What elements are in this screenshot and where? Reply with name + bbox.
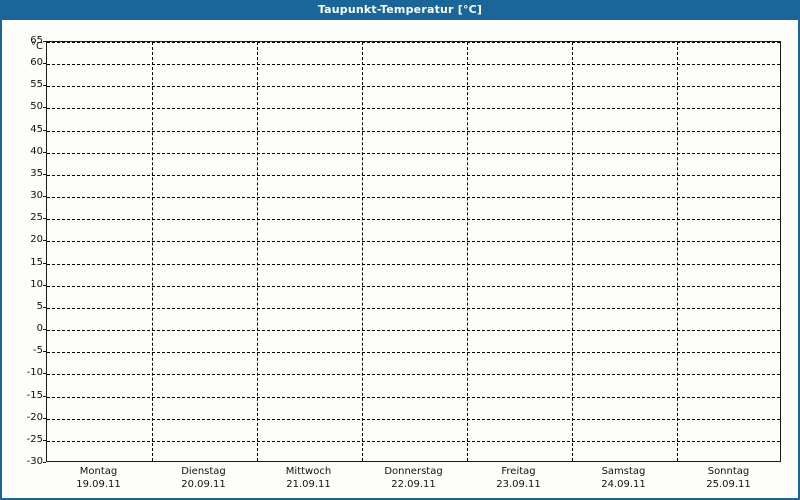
horizontal-gridline (47, 285, 780, 287)
chart-frame: °C 65 60 55 50 45 40 35 30 25 20 15 10 5 0 -5 -10 -15 -20… (0, 20, 800, 500)
y-axis-tick-label: -30 (26, 456, 43, 467)
x-axis-tick-label: Freitag 23.09.11 (459, 465, 579, 492)
y-axis-tick-mark (43, 395, 46, 397)
y-axis-tick-mark (43, 129, 46, 131)
vertical-gridline (152, 42, 153, 461)
y-axis-tick-mark (43, 196, 46, 198)
y-axis-tick-label: 35 (30, 167, 43, 179)
y-axis-tick-mark (43, 107, 46, 109)
y-axis-tick-mark (43, 351, 46, 353)
y-axis-tick-label: 0 (36, 323, 43, 335)
y-axis-tick-label: 55 (30, 79, 43, 91)
horizontal-gridline (47, 108, 780, 110)
y-axis-tick-mark (43, 284, 46, 286)
vertical-gridline (257, 42, 258, 461)
y-axis-tick-label: 50 (30, 101, 43, 113)
x-axis-day-name: Samstag (601, 466, 646, 477)
y-axis-tick-label: 45 (30, 123, 43, 135)
y-axis-tick-mark (43, 63, 46, 65)
x-axis-date: 21.09.11 (286, 479, 331, 490)
y-axis-tick-mark (43, 417, 46, 419)
y-axis-tick-mark (43, 462, 46, 463)
vertical-gridline (467, 42, 468, 461)
window-title-bar: Taupunkt-Temperatur [°C] (0, 0, 800, 20)
y-axis-tick-label: 65 (30, 35, 43, 46)
y-axis-tick-mark (43, 218, 46, 220)
y-axis-tick-mark (43, 151, 46, 153)
y-axis-unit-label: °C (31, 41, 43, 52)
y-axis-tick-mark (43, 240, 46, 242)
horizontal-gridline (47, 330, 780, 332)
x-axis-date: 25.09.11 (706, 479, 751, 490)
y-axis-tick-label: 15 (30, 256, 43, 268)
horizontal-gridline (47, 418, 780, 420)
y-axis-tick-label: 20 (30, 234, 43, 246)
y-axis-tick-label: 30 (30, 190, 43, 202)
horizontal-gridline (47, 352, 780, 354)
y-axis-tick-label: -5 (33, 345, 43, 357)
y-axis-tick-mark (43, 173, 46, 175)
x-axis-date: 20.09.11 (181, 479, 226, 490)
x-axis-day-name: Freitag (501, 466, 536, 477)
y-axis-tick-label: -10 (26, 367, 43, 379)
horizontal-gridline (47, 174, 780, 176)
plot-area (46, 41, 781, 462)
horizontal-gridline (47, 86, 780, 88)
x-axis-day-name: Dienstag (181, 466, 226, 477)
y-axis-tick-mark (43, 41, 46, 42)
y-axis-tick-label: 5 (36, 300, 43, 312)
y-axis-tick-mark (43, 439, 46, 441)
x-axis-tick-label: Donnerstag 22.09.11 (354, 465, 474, 492)
x-axis-day-name: Montag (79, 466, 118, 477)
x-axis-date: 19.09.11 (76, 479, 121, 490)
x-axis: Montag 19.09.11 Dienstag 20.09.11 Mittwoch 21… (2, 20, 798, 498)
horizontal-gridline (47, 197, 780, 199)
horizontal-gridline (47, 307, 780, 309)
horizontal-gridline (47, 440, 780, 442)
vertical-gridline (572, 42, 573, 461)
horizontal-gridline (47, 152, 780, 154)
y-axis-tick-label: -25 (26, 433, 43, 445)
y-axis-tick-label: 25 (30, 212, 43, 224)
y-axis-tick-mark (43, 306, 46, 308)
y-axis: °C 65 60 55 50 45 40 35 30 25 20 15 10 5 0 -5 -10 -15 -20… (2, 20, 43, 498)
vertical-gridline (677, 42, 678, 461)
x-axis-tick-label: Samstag 24.09.11 (564, 465, 684, 492)
horizontal-gridline (47, 396, 780, 398)
y-axis-tick-label: 40 (30, 145, 43, 157)
y-axis-tick-label: -20 (26, 411, 43, 423)
vertical-gridline (362, 42, 363, 461)
x-axis-day-name: Sonntag (707, 466, 750, 477)
horizontal-gridline (47, 263, 780, 265)
horizontal-gridline (47, 130, 780, 132)
x-axis-date: 24.09.11 (601, 479, 646, 490)
y-axis-tick-mark (43, 373, 46, 375)
x-axis-tick-label: Mittwoch 21.09.11 (249, 465, 369, 492)
x-axis-tick-label: Sonntag 25.09.11 (669, 465, 789, 492)
y-axis-tick-mark (43, 85, 46, 87)
y-axis-tick-label: 10 (30, 278, 43, 290)
y-axis-tick-mark (43, 329, 46, 331)
chart-canvas: °C 65 60 55 50 45 40 35 30 25 20 15 10 5 0 -5 -10 -15 -20… (2, 20, 798, 498)
horizontal-gridline (47, 374, 780, 376)
horizontal-gridline (47, 219, 780, 221)
horizontal-gridline (47, 64, 780, 66)
x-axis-date: 22.09.11 (391, 479, 436, 490)
x-axis-tick-label: Dienstag 20.09.11 (144, 465, 264, 492)
x-axis-tick-label: Montag 19.09.11 (39, 465, 159, 492)
y-axis-tick-mark (43, 262, 46, 264)
y-axis-tick-label: 60 (30, 57, 43, 69)
x-axis-day-name: Mittwoch (285, 466, 332, 477)
x-axis-date: 23.09.11 (496, 479, 541, 490)
x-axis-day-name: Donnerstag (384, 466, 443, 477)
horizontal-gridline (47, 42, 780, 43)
y-axis-tick-label: -15 (26, 389, 43, 401)
horizontal-gridline (47, 241, 780, 243)
page-title: Taupunkt-Temperatur [°C] (317, 3, 483, 16)
